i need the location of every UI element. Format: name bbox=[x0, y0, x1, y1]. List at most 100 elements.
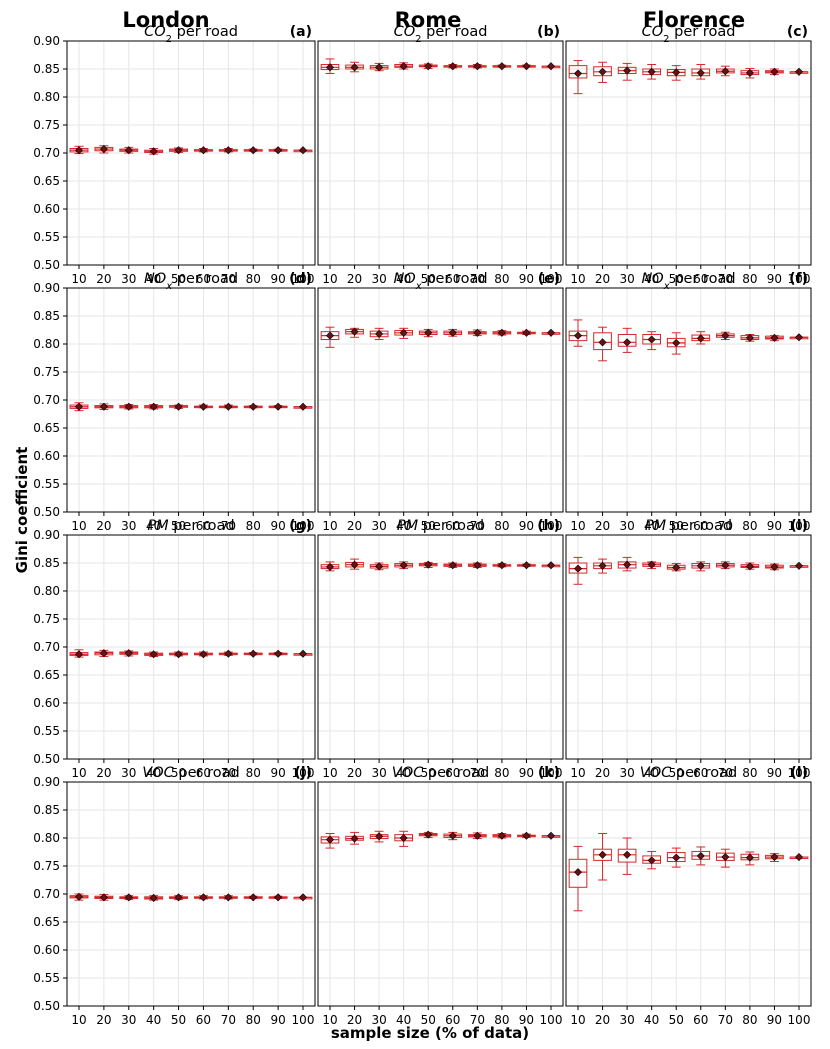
panel-title-subscript: 2 bbox=[663, 34, 669, 45]
mean-marker bbox=[745, 853, 754, 862]
mean-marker bbox=[199, 146, 208, 155]
y-tick-label: 0.90 bbox=[33, 528, 60, 542]
box-plot bbox=[345, 558, 364, 570]
x-tick-label: 70 bbox=[470, 519, 485, 533]
x-tick-label: 20 bbox=[96, 766, 111, 780]
mean-marker bbox=[298, 146, 308, 155]
mean-marker bbox=[672, 68, 681, 77]
mean-marker bbox=[99, 145, 108, 154]
x-tick-label: 80 bbox=[494, 272, 509, 286]
x-tick-label: 50 bbox=[421, 519, 436, 533]
mean-marker bbox=[298, 649, 308, 658]
box-plot bbox=[492, 328, 512, 337]
box-plot bbox=[144, 650, 164, 659]
box-plot bbox=[642, 331, 662, 351]
x-tick-label: 40 bbox=[146, 519, 161, 533]
panel-label: (d) bbox=[289, 271, 312, 287]
box-plot bbox=[715, 331, 735, 341]
mean-marker bbox=[74, 146, 84, 155]
mean-marker bbox=[770, 853, 779, 862]
mean-marker bbox=[647, 856, 656, 865]
x-tick-label: 10 bbox=[322, 519, 337, 533]
box-plot bbox=[666, 563, 686, 572]
box-plot bbox=[345, 831, 364, 845]
x-tick-label: 60 bbox=[445, 766, 460, 780]
panel-title-suffix: per road bbox=[169, 518, 235, 534]
mean-marker bbox=[274, 649, 283, 658]
x-tick-label: 10 bbox=[71, 766, 86, 780]
x-tick-label: 20 bbox=[595, 766, 610, 780]
mean-marker bbox=[325, 562, 335, 571]
mean-marker bbox=[546, 328, 556, 337]
x-tick-label: 90 bbox=[767, 519, 782, 533]
x-tick-label: 50 bbox=[421, 766, 436, 780]
box-plot bbox=[394, 830, 414, 847]
chart-panel: 10 20 30 40 50 60 70 80 90 100 VOC per road (k) bbox=[317, 765, 564, 1027]
panel-title: NOx per road bbox=[144, 271, 238, 292]
box-plot bbox=[517, 328, 536, 337]
mean-marker bbox=[124, 893, 133, 902]
panel-label: (c) bbox=[787, 24, 808, 40]
mean-marker bbox=[399, 328, 408, 337]
mean-marker bbox=[424, 830, 433, 839]
mean-marker bbox=[522, 561, 531, 570]
panel-title-pollutant: NO bbox=[144, 271, 166, 287]
y-tick-label: 0.75 bbox=[33, 118, 60, 132]
mean-marker bbox=[399, 833, 408, 843]
mean-marker bbox=[224, 893, 233, 902]
x-tick-label: 80 bbox=[742, 766, 757, 780]
box-plot bbox=[666, 332, 686, 355]
box-plot bbox=[169, 402, 189, 411]
x-tick-label: 60 bbox=[445, 272, 460, 286]
y-tick-label: 0.55 bbox=[33, 724, 60, 738]
mean-marker bbox=[424, 328, 433, 337]
x-tick-label: 30 bbox=[121, 766, 136, 780]
box-plot bbox=[765, 333, 784, 342]
box-iqr bbox=[593, 332, 612, 351]
x-tick-label: 10 bbox=[570, 1013, 585, 1027]
x-tick-label: 40 bbox=[396, 766, 411, 780]
x-tick-label: 60 bbox=[196, 519, 211, 533]
x-tick-label: 30 bbox=[619, 1013, 634, 1027]
x-tick-label: 60 bbox=[445, 1013, 460, 1027]
panel-title-suffix: per road bbox=[666, 518, 732, 534]
mean-marker bbox=[598, 561, 607, 570]
y-axis-label: Gini coefficient bbox=[13, 447, 31, 574]
mean-marker bbox=[745, 333, 754, 342]
mean-marker bbox=[573, 69, 583, 78]
box-plot bbox=[568, 556, 588, 585]
box-plot bbox=[268, 402, 288, 411]
mean-marker bbox=[174, 146, 183, 155]
x-tick-label: 100 bbox=[540, 272, 563, 286]
box-plot bbox=[691, 561, 711, 572]
box-plot bbox=[467, 62, 487, 71]
chart-panel: 10 20 30 40 50 60 70 80 90 100 PM per road (i) bbox=[565, 518, 812, 780]
box-plot bbox=[193, 402, 213, 411]
mean-marker bbox=[448, 62, 457, 71]
box-plot bbox=[193, 893, 213, 902]
box-plot bbox=[293, 893, 313, 902]
box-plot bbox=[740, 67, 760, 79]
box-plot bbox=[568, 60, 588, 95]
mean-marker bbox=[124, 649, 133, 658]
mean-marker bbox=[546, 62, 556, 71]
mean-marker bbox=[721, 561, 730, 570]
mean-marker bbox=[546, 831, 556, 840]
y-tick-label: 0.75 bbox=[33, 365, 60, 379]
mean-marker bbox=[473, 328, 482, 337]
mean-marker bbox=[350, 327, 359, 336]
panel-frame bbox=[317, 534, 564, 760]
panel-title-subscript: x bbox=[415, 281, 422, 292]
box-plot bbox=[517, 62, 536, 71]
x-tick-label: 70 bbox=[718, 1013, 733, 1027]
chart-panel: 10 20 30 40 50 60 70 80 90 100 NOx per road (f) bbox=[565, 271, 812, 533]
mean-marker bbox=[149, 893, 158, 902]
panel-title-suffix: per road bbox=[172, 24, 238, 40]
panel-label: (e) bbox=[538, 271, 560, 287]
mean-marker bbox=[522, 62, 531, 71]
x-tick-label: 90 bbox=[519, 519, 534, 533]
mean-marker bbox=[794, 67, 804, 76]
box-plot bbox=[617, 62, 637, 81]
panel-frame bbox=[317, 40, 564, 266]
mean-marker bbox=[696, 68, 705, 77]
